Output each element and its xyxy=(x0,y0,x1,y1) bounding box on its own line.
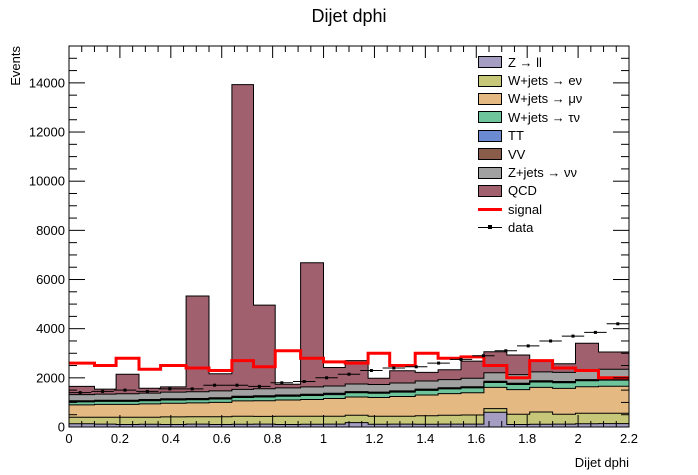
x-tick-label: 2.2 xyxy=(620,431,638,446)
y-tick-label: 6000 xyxy=(36,272,65,287)
x-tick-label: 0.2 xyxy=(111,431,129,446)
legend-swatch xyxy=(478,74,502,87)
legend-item-series-1: W+jets → eν xyxy=(478,71,582,89)
data-point xyxy=(347,372,351,376)
data-point xyxy=(369,369,373,372)
data-point xyxy=(504,349,508,353)
data-point xyxy=(78,391,82,395)
legend-label: TT xyxy=(508,128,524,144)
y-tick-label: 2000 xyxy=(36,370,65,385)
x-tick-label: 1 xyxy=(320,431,327,446)
signal-line xyxy=(69,349,629,380)
x-axis-label: Dijet dphi xyxy=(575,455,629,470)
legend-swatch xyxy=(478,111,502,124)
legend-label: W+jets → μν xyxy=(508,91,583,107)
x-tick-label: 0.4 xyxy=(162,431,180,446)
y-tick-label: 4000 xyxy=(36,321,65,336)
data-point xyxy=(325,376,329,380)
data-point xyxy=(168,387,172,391)
data-point xyxy=(481,354,485,358)
legend-label: W+jets → τν xyxy=(508,109,580,125)
data-point xyxy=(526,344,530,348)
data-point xyxy=(101,389,105,393)
legend-swatch xyxy=(478,148,502,161)
legend-swatch xyxy=(478,207,502,211)
data-point xyxy=(257,384,261,388)
x-tick-label: 0.6 xyxy=(213,431,231,446)
data-point xyxy=(280,381,284,385)
legend-item-series-7: QCD xyxy=(478,182,582,200)
x-tick-label: 1.4 xyxy=(416,431,434,446)
legend-swatch xyxy=(478,166,502,179)
stack-outline-5 xyxy=(68,378,630,427)
chart-title: Dijet dphi xyxy=(311,6,387,26)
axes xyxy=(68,45,630,428)
legend-swatch xyxy=(478,222,502,234)
legend-swatch xyxy=(478,56,502,69)
data-point xyxy=(235,383,239,387)
legend-label: VV xyxy=(508,146,526,162)
data-point xyxy=(593,330,597,334)
y-tick-label: 8000 xyxy=(36,223,65,238)
legend-label: Z → ll xyxy=(508,54,542,70)
legend-label: Z+jets → νν xyxy=(508,165,577,181)
data-point xyxy=(414,365,418,369)
data-point xyxy=(437,361,441,365)
stack-outline-2 xyxy=(68,385,630,427)
legend-item-series-6: Z+jets → νν xyxy=(478,163,582,181)
legend-label: QCD xyxy=(508,183,537,199)
tick-labels: 0 0.2 0.4 0.6 0.8 1 1.2 1.4 1.6 1.8 2 2.2 0 2000 4000 6… xyxy=(29,75,638,446)
stack-series-2 xyxy=(69,386,629,418)
legend-item-series-3: W+jets → τν xyxy=(478,108,582,126)
x-tick-label: 1.2 xyxy=(365,431,383,446)
x-tick-label: 1.8 xyxy=(518,431,536,446)
data-layer xyxy=(69,322,629,395)
data-point xyxy=(392,366,396,370)
y-tick-label: 0 xyxy=(58,420,65,435)
stack-series-1 xyxy=(69,408,629,425)
data-point xyxy=(459,357,463,361)
data-point xyxy=(145,389,149,393)
x-tick-label: 1.6 xyxy=(467,431,485,446)
stack-outline-1 xyxy=(68,408,630,427)
legend-label: data xyxy=(508,220,534,236)
legend-swatch xyxy=(478,129,502,142)
data-point xyxy=(213,383,217,387)
legend-item-series-4: TT xyxy=(478,127,582,145)
data-point xyxy=(549,339,553,343)
legend-swatch xyxy=(478,184,502,197)
y-tick-label: 12000 xyxy=(29,125,65,140)
stack-outline-0 xyxy=(68,411,630,427)
x-tick-label: 0.8 xyxy=(264,431,282,446)
stack-layer xyxy=(68,84,630,427)
legend-item-signal: signal xyxy=(478,200,582,218)
x-tick-label: 0 xyxy=(65,431,72,446)
data-point xyxy=(190,387,194,391)
legend: Z → ll W+jets → eν W+jets → μν W+jets → τν T… xyxy=(478,53,582,237)
legend-swatch xyxy=(478,92,502,105)
legend-label: W+jets → eν xyxy=(508,73,583,89)
data-point xyxy=(302,380,306,383)
x-tick-label: 2 xyxy=(574,431,581,446)
legend-item-series-2: W+jets → μν xyxy=(478,90,582,108)
stack-series-6 xyxy=(69,369,629,401)
y-axis-label: Events xyxy=(8,46,23,86)
y-tick-label: 14000 xyxy=(29,75,65,90)
legend-item-series-0: Z → ll xyxy=(478,53,582,71)
legend-label: signal xyxy=(508,201,542,217)
legend-item-series-5: VV xyxy=(478,145,582,163)
data-point xyxy=(571,334,575,338)
signal-layer xyxy=(69,349,629,380)
legend-item-data: data xyxy=(478,219,582,237)
data-point xyxy=(123,388,127,392)
data-point xyxy=(616,322,620,326)
y-tick-label: 10000 xyxy=(29,174,65,189)
stack-series-3 xyxy=(69,380,629,405)
